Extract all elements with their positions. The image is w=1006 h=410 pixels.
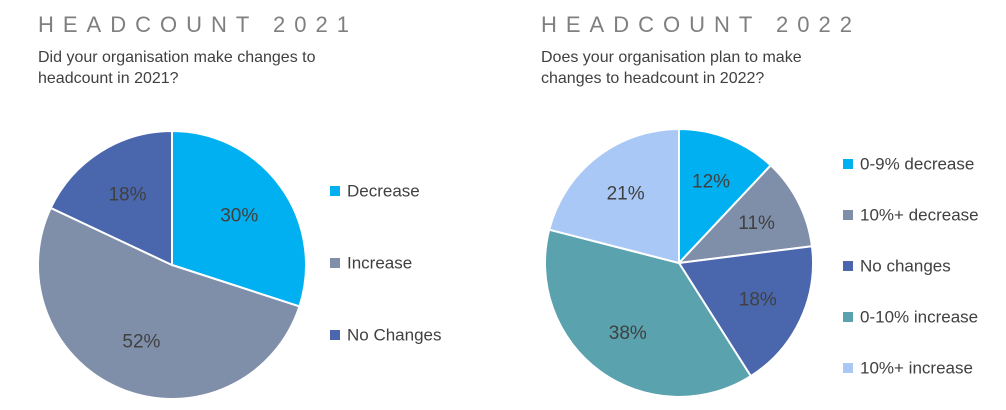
- legend-label: 10%+ decrease: [860, 206, 979, 225]
- pie-slice-10-increase: [547, 127, 680, 265]
- legend-label: 0-9% decrease: [860, 155, 974, 174]
- legend-swatch: [843, 312, 853, 322]
- legend-swatch: [843, 159, 853, 169]
- chart-question: Does your organisation plan to make chan…: [541, 49, 802, 87]
- slice-value-label: 18%: [739, 290, 777, 311]
- slice-value-label: 30%: [220, 206, 258, 227]
- legend-swatch: [843, 363, 853, 373]
- legend-swatch: [843, 261, 853, 271]
- headcount-2021-pie-chart: 30% 52% 18% Decrease Increase No Changes: [37, 129, 442, 400]
- chart-question: Did your organisation make changes to he…: [38, 49, 316, 87]
- legend-swatch: [843, 210, 853, 220]
- slice-value-label: 11%: [738, 213, 775, 234]
- legend-swatch: [330, 186, 340, 196]
- pie-slice-no-changes: [49, 129, 173, 267]
- pie-slice-0-10-increase: [544, 228, 753, 398]
- legend-swatch: [330, 258, 340, 268]
- legend-label: No changes: [860, 257, 951, 276]
- slice-value-label: 21%: [607, 184, 645, 205]
- legend-label: 0-10% increase: [860, 308, 978, 327]
- legend-label: No Changes: [347, 326, 442, 345]
- headcount-2021-panel: HEADCOUNT 2021 Did your organisation mak…: [0, 0, 500, 410]
- legend-swatch: [330, 330, 340, 340]
- pie-slice-decrease: [171, 129, 307, 308]
- pie-slice-10-decrease: [676, 163, 814, 265]
- pie-slice-no-changes: [677, 245, 814, 378]
- legend-label: Increase: [347, 254, 412, 273]
- slice-value-label: 38%: [609, 323, 647, 344]
- legend-label: 10%+ increase: [860, 359, 973, 378]
- slice-value-label: 52%: [122, 332, 160, 353]
- slice-value-label: 12%: [692, 172, 730, 193]
- legend-label: Decrease: [347, 182, 420, 201]
- pie-slice-0-9-decrease: [678, 127, 773, 266]
- slice-value-label: 18%: [108, 184, 146, 205]
- pie-slice-increase: [37, 206, 301, 400]
- chart-heading: HEADCOUNT 2021: [38, 12, 358, 37]
- headcount-2022-pie-chart: 12% 11% 18% 38% 21% 0-9% decrease 10%+ decreas…: [544, 127, 979, 398]
- chart-heading: HEADCOUNT 2022: [541, 12, 861, 37]
- headcount-2022-panel: HEADCOUNT 2022 Does your organisation pl…: [503, 0, 1006, 410]
